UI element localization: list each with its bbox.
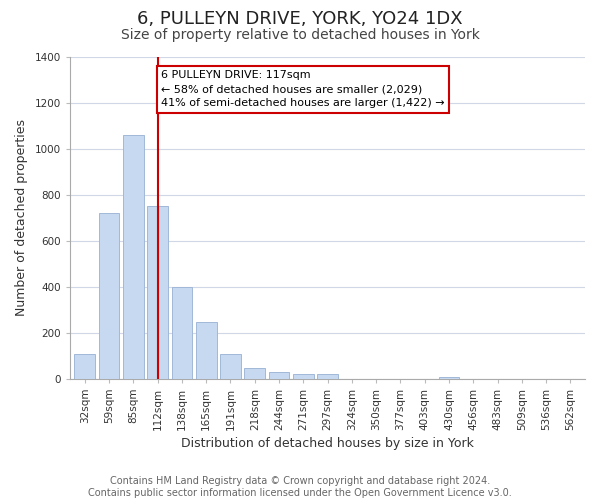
Bar [317,374,338,379]
Y-axis label: Number of detached properties: Number of detached properties [15,119,28,316]
Bar [269,372,289,379]
Text: Contains HM Land Registry data © Crown copyright and database right 2024.
Contai: Contains HM Land Registry data © Crown c… [88,476,512,498]
Bar [220,354,241,379]
Bar [244,368,265,379]
Bar [99,213,119,379]
Bar [293,374,314,379]
Text: Size of property relative to detached houses in York: Size of property relative to detached ho… [121,28,479,42]
X-axis label: Distribution of detached houses by size in York: Distribution of detached houses by size … [181,437,474,450]
Bar [74,354,95,379]
Text: 6, PULLEYN DRIVE, YORK, YO24 1DX: 6, PULLEYN DRIVE, YORK, YO24 1DX [137,10,463,28]
Text: 6 PULLEYN DRIVE: 117sqm
← 58% of detached houses are smaller (2,029)
41% of semi: 6 PULLEYN DRIVE: 117sqm ← 58% of detache… [161,70,445,108]
Bar [172,287,192,379]
Bar [196,322,217,379]
Bar [148,206,168,379]
Bar [439,376,460,379]
Bar [123,135,143,379]
